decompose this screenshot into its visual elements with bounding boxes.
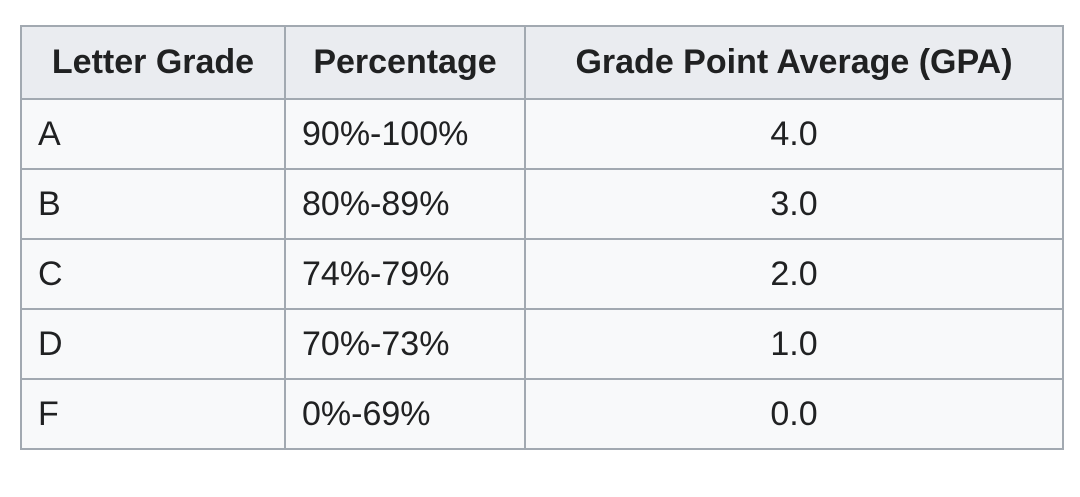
grade-table-container: Letter Grade Percentage Grade Point Aver… [20, 25, 1064, 450]
table-row: F 0%-69% 0.0 [20, 378, 1064, 450]
letter-grade-cell: B [20, 168, 286, 240]
letter-grade-cell: F [20, 378, 286, 450]
percentage-cell: 74%-79% [284, 238, 526, 310]
letter-grade-cell: A [20, 98, 286, 170]
gpa-cell: 2.0 [524, 238, 1064, 310]
table-row: D 70%-73% 1.0 [20, 308, 1064, 380]
header-gpa: Grade Point Average (GPA) [524, 25, 1064, 100]
header-percentage: Percentage [284, 25, 526, 100]
percentage-cell: 70%-73% [284, 308, 526, 380]
gpa-cell: 1.0 [524, 308, 1064, 380]
gpa-cell: 0.0 [524, 378, 1064, 450]
letter-grade-cell: C [20, 238, 286, 310]
table-row: A 90%-100% 4.0 [20, 98, 1064, 170]
header-letter-grade: Letter Grade [20, 25, 286, 100]
gpa-cell: 4.0 [524, 98, 1064, 170]
percentage-cell: 80%-89% [284, 168, 526, 240]
table-row: B 80%-89% 3.0 [20, 168, 1064, 240]
grade-table: Letter Grade Percentage Grade Point Aver… [20, 25, 1064, 450]
header-row: Letter Grade Percentage Grade Point Aver… [20, 25, 1064, 100]
letter-grade-cell: D [20, 308, 286, 380]
gpa-cell: 3.0 [524, 168, 1064, 240]
table-row: C 74%-79% 2.0 [20, 238, 1064, 310]
percentage-cell: 90%-100% [284, 98, 526, 170]
percentage-cell: 0%-69% [284, 378, 526, 450]
